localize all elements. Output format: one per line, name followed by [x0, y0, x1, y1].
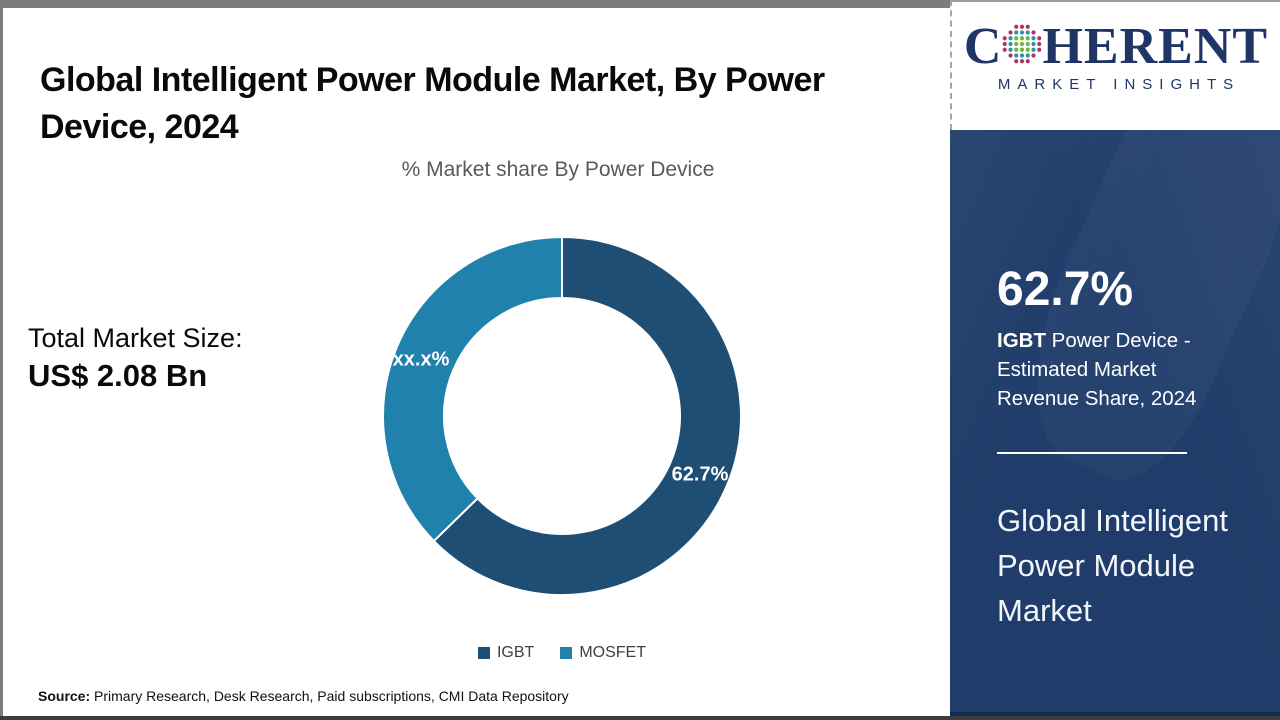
legend-swatch-igbt — [477, 647, 490, 659]
donut-slice-mosfet — [382, 235, 563, 543]
donut-chart-region: 62.7% xx.x% IGBT MOSFET — [372, 226, 752, 686]
sidebar-highlight-panel: 62.7% IGBT Power Device - Estimated Mark… — [950, 130, 1280, 716]
legend-label-mosfet: MOSFET — [579, 644, 646, 661]
donut-slice-igbt — [432, 235, 742, 596]
stat-label-segment: IGBT — [997, 329, 1046, 352]
frame-border-bottom — [0, 716, 1280, 720]
legend-item-mosfet: MOSFET — [560, 644, 646, 662]
brand-logo-area: C HERENT MARKET INSIGHTS — [950, 0, 1280, 130]
brand-letters-rest: HERENT — [1042, 18, 1269, 75]
chart-legend: IGBT MOSFET — [372, 644, 752, 662]
divider-line — [997, 452, 1187, 454]
source-text: Primary Research, Desk Research, Paid su… — [90, 688, 569, 704]
donut-chart — [382, 235, 742, 596]
coherent-globe-icon — [1003, 24, 1042, 64]
total-market-size: Total Market Size: US$ 2.08 Bn — [28, 320, 243, 396]
frame-border-top — [0, 0, 950, 8]
sidebar-bottom-strip — [950, 712, 1280, 716]
brand-wordmark: C HERENT — [952, 20, 1280, 74]
brand-tagline: MARKET INSIGHTS — [997, 76, 1241, 93]
stat-value: 62.7% — [997, 263, 1134, 316]
source-label: Source: — [38, 688, 91, 704]
slice-label-igbt: 62.7% — [671, 463, 729, 486]
stat-label: IGBT Power Device - Estimated Market Rev… — [997, 326, 1219, 413]
chart-subtitle: % Market share By Power Device — [401, 158, 715, 181]
legend-label-igbt: IGBT — [496, 644, 535, 661]
page-title: Global Intelligent Power Module Market, … — [40, 60, 825, 146]
legend-item-igbt: IGBT — [477, 644, 535, 662]
sidebar-market-name: Global Intelligent Power Module Market — [997, 503, 1228, 628]
total-market-size-label: Total Market Size: — [28, 323, 243, 353]
legend-swatch-mosfet — [560, 647, 573, 659]
frame-border-left — [0, 0, 3, 716]
source-note: Source: Primary Research, Desk Research,… — [38, 688, 569, 704]
slice-label-mosfet: xx.x% — [392, 348, 450, 371]
total-market-size-value: US$ 2.08 Bn — [28, 358, 208, 393]
brand-letter-c: C — [963, 18, 1003, 75]
stat-label-description: Power Device - Estimated Market Revenue … — [997, 329, 1197, 410]
